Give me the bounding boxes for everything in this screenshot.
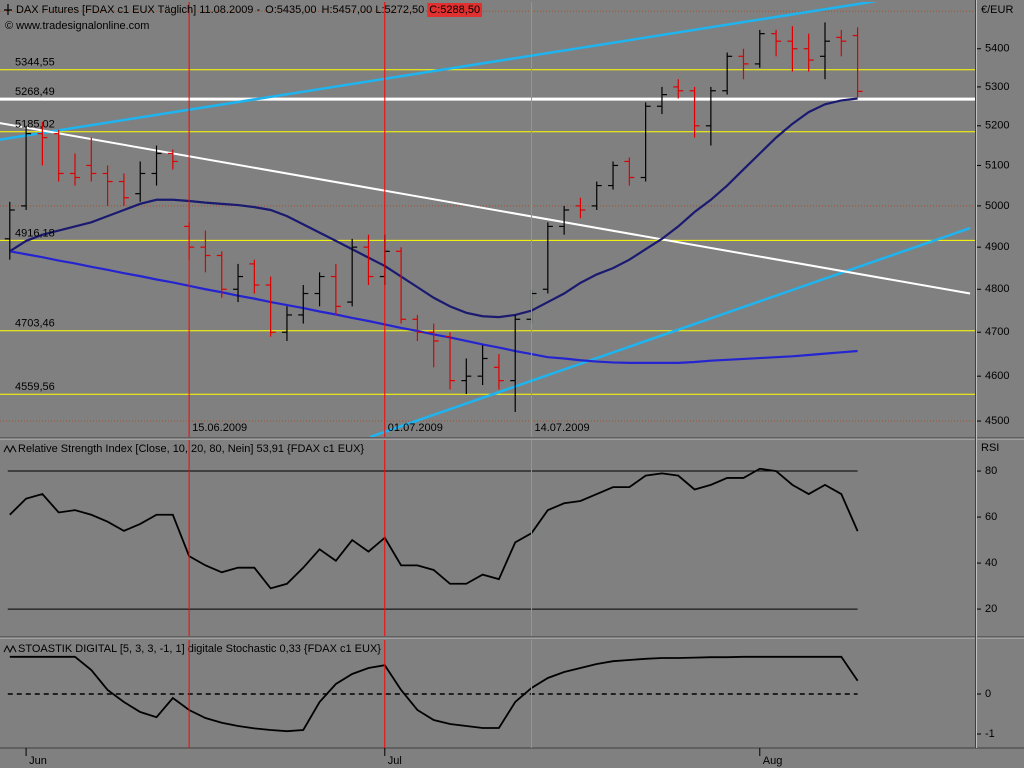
- y-tick-label: 4800: [985, 283, 1009, 295]
- y-tick-label: 4900: [985, 241, 1009, 253]
- panel: [0, 2, 975, 437]
- y-tick-label: 4500: [985, 415, 1009, 427]
- y-tick-label: 5200: [985, 120, 1009, 132]
- price-level-label: 4916,18: [15, 227, 55, 239]
- price-level-label: 5268,49: [15, 86, 55, 98]
- x-tick-label: Aug: [763, 755, 783, 767]
- y-axis-label: RSI: [981, 442, 999, 454]
- moving-average: [9, 97, 858, 319]
- header-close: C:5288,50: [429, 4, 480, 16]
- y-tick-label: 0: [985, 688, 991, 700]
- indicator-icon: [3, 444, 17, 454]
- y-tick-label: 5400: [985, 43, 1009, 55]
- trend-line: [369, 226, 971, 437]
- header: DAX Futures [FDAX c1 EUX Täglich] 11.08.…: [4, 3, 483, 32]
- x-tick-label: Jul: [388, 755, 402, 767]
- trend-line: [0, 122, 971, 295]
- y-tick-label: 5100: [985, 159, 1009, 171]
- price-level-label: 5344,55: [15, 57, 55, 69]
- y-tick-label: 60: [985, 511, 997, 523]
- copyright: © www.tradesignalonline.com: [5, 20, 149, 32]
- header-instrument: DAX Futures [FDAX c1 EUX Täglich] 11.08.…: [16, 4, 260, 16]
- y-tick-label: -1: [985, 728, 995, 740]
- y-tick-label: 80: [985, 465, 997, 477]
- indicator-icon: [3, 644, 17, 654]
- header-high_low: H:5457,00 L:5272,50: [322, 4, 425, 16]
- x-tick-label: Jun: [29, 755, 47, 767]
- header-open: O:5435,00: [265, 4, 316, 16]
- panel-frames: [0, 0, 1024, 749]
- y-tick-label: 40: [985, 557, 997, 569]
- panel: [7, 655, 859, 733]
- y-axis-label: €/EUR: [981, 4, 1013, 16]
- y-tick-label: 5300: [985, 81, 1009, 93]
- panel: [7, 467, 859, 610]
- price-level-label: 4703,46: [15, 318, 55, 330]
- crosshair-icon: [4, 4, 12, 15]
- indicator-line: [9, 467, 859, 590]
- indicator-line: [9, 655, 859, 733]
- date-marker-label: 01.07.2009: [388, 422, 443, 434]
- y-tick-label: 4600: [985, 370, 1009, 382]
- date-marker-label: 15.06.2009: [192, 422, 247, 434]
- indicator-title: STOASTIK DIGITAL [5, 3, 3, -1, 1] digita…: [18, 643, 381, 655]
- indicator-title: Relative Strength Index [Close, 10, 20, …: [18, 443, 364, 455]
- close-badge: [427, 3, 483, 17]
- y-tick-label: 4700: [985, 326, 1009, 338]
- price-level-label: 4559,56: [15, 381, 55, 393]
- price-level-label: 5185,02: [15, 119, 55, 131]
- date-marker-label: 14.07.2009: [535, 422, 590, 434]
- trend-line: [0, 2, 876, 141]
- y-tick-label: 5000: [985, 200, 1009, 212]
- y-tick-label: 20: [985, 603, 997, 615]
